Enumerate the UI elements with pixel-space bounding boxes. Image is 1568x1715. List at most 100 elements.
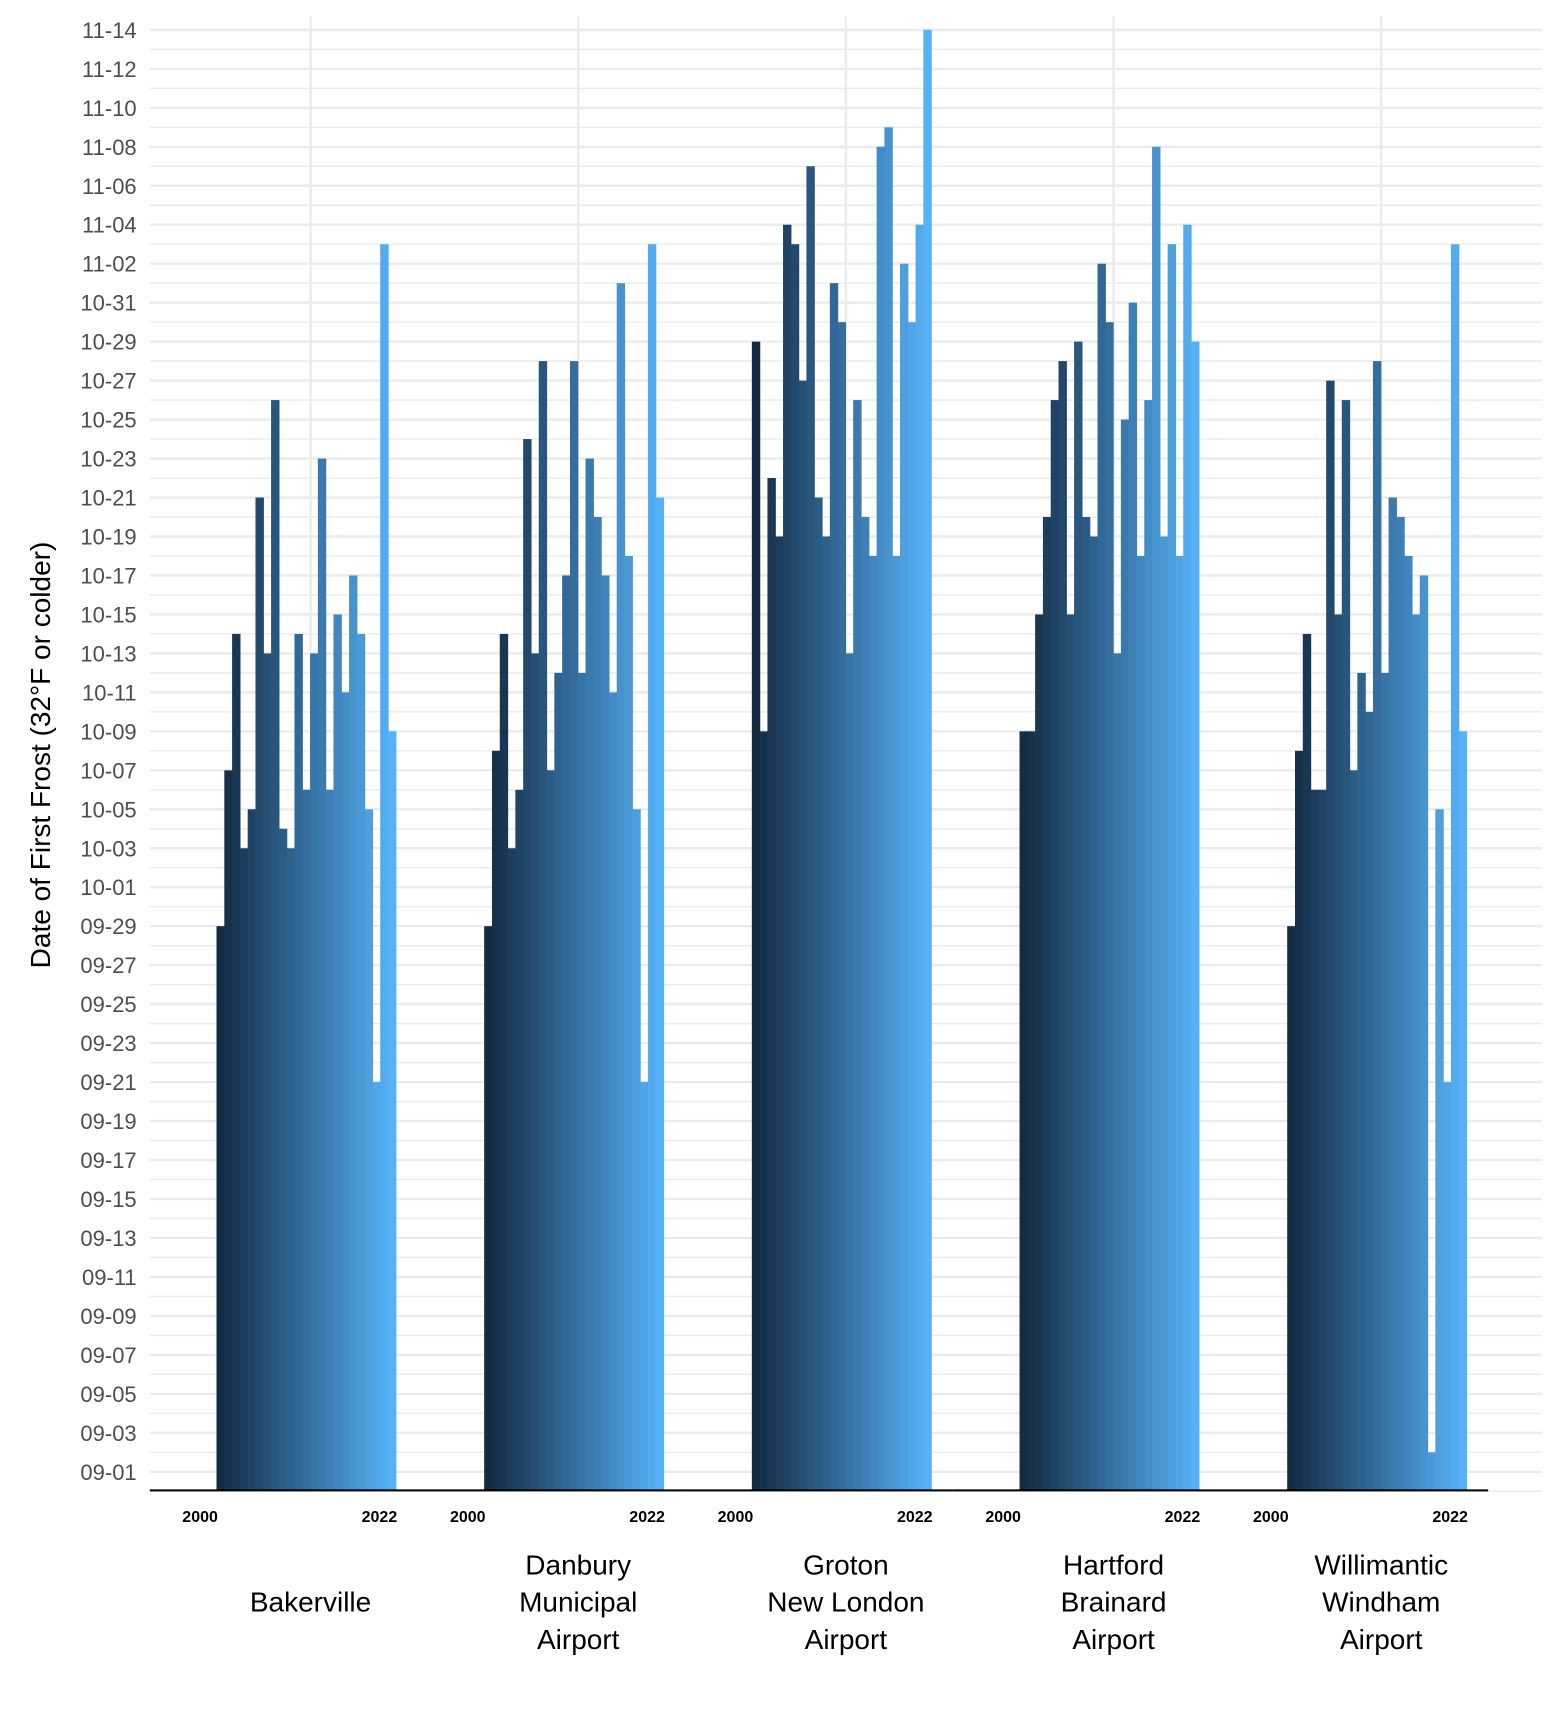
labels: 09-01 09-03 09-05 09-07 09-09 09-11 09-13 09-15… (80, 18, 1468, 1655)
bar (1287, 926, 1296, 1491)
bar (491, 750, 501, 1491)
panel-label: Airport (805, 1624, 888, 1655)
bar (546, 770, 555, 1491)
x-tick-label: 2022 (897, 1509, 933, 1526)
x-tick-label: 2000 (182, 1509, 218, 1526)
bar (562, 575, 571, 1491)
y-tick-label: 10-01 (80, 875, 136, 900)
bar (232, 633, 241, 1491)
bar (853, 400, 862, 1491)
bar (349, 575, 358, 1491)
panel-label: Hartford (1063, 1550, 1164, 1581)
bar (317, 458, 327, 1491)
bar (1066, 614, 1075, 1491)
y-tick-label: 09-17 (80, 1148, 136, 1173)
bar (1152, 146, 1161, 1491)
y-tick-label: 10-23 (80, 447, 136, 472)
bar (1035, 614, 1044, 1491)
bar (907, 322, 917, 1491)
bar (333, 614, 342, 1491)
bar (1372, 361, 1382, 1491)
bar (1074, 341, 1083, 1491)
bar (530, 653, 540, 1491)
bar (829, 283, 839, 1491)
x-tick-label: 2022 (1165, 1509, 1201, 1526)
bar (1175, 555, 1184, 1491)
bar (499, 633, 509, 1491)
bar (759, 731, 769, 1491)
bar (1136, 555, 1145, 1491)
bar (814, 497, 823, 1491)
bar (1333, 614, 1343, 1491)
y-tick-label: 11-04 (82, 213, 137, 238)
panel-label: Brainard (1061, 1587, 1167, 1618)
y-tick-label: 10-11 (82, 680, 137, 705)
y-tick-label: 11-08 (82, 135, 137, 160)
y-tick-label: 09-19 (80, 1109, 136, 1134)
bar (247, 809, 257, 1491)
bar (1128, 302, 1138, 1491)
bar (1357, 672, 1366, 1491)
bar (577, 672, 587, 1491)
bars (216, 29, 1468, 1491)
bar (1380, 672, 1390, 1491)
bar (294, 633, 303, 1491)
bar (1027, 731, 1036, 1491)
bar (310, 653, 319, 1491)
panel-label: Airport (537, 1624, 620, 1655)
panel-label: Airport (1340, 1624, 1423, 1655)
bar (263, 653, 272, 1491)
bar (1113, 653, 1122, 1491)
bar (647, 244, 657, 1491)
panel-label: Danbury (525, 1550, 631, 1581)
x-tick-label: 2022 (629, 1509, 665, 1526)
bar (1105, 322, 1114, 1491)
bar (837, 322, 847, 1491)
bar (1365, 711, 1374, 1491)
bar (1050, 400, 1060, 1491)
y-tick-label: 11-06 (82, 174, 137, 199)
bar (523, 439, 532, 1491)
bar (923, 29, 932, 1491)
bar (538, 361, 548, 1491)
bar (1450, 244, 1460, 1491)
bar (1089, 536, 1099, 1491)
x-tick-label: 2000 (985, 1509, 1021, 1526)
bar (364, 809, 374, 1491)
panel-label: Bakerville (250, 1587, 371, 1618)
y-tick-label: 09-09 (80, 1304, 136, 1329)
bar (585, 458, 594, 1491)
y-tick-label: 09-07 (80, 1343, 136, 1368)
bar (861, 517, 870, 1491)
y-tick-label: 09-05 (80, 1382, 136, 1407)
x-tick-label: 2000 (450, 1509, 486, 1526)
y-tick-label: 10-31 (80, 291, 136, 316)
bar (278, 828, 288, 1491)
bar (380, 244, 389, 1491)
y-tick-label: 09-29 (80, 914, 136, 939)
bar (1326, 380, 1335, 1491)
panel-label: Windham (1322, 1587, 1440, 1618)
bar (484, 926, 493, 1491)
bar (1349, 770, 1358, 1491)
bar (1435, 809, 1444, 1491)
bar (1183, 224, 1192, 1491)
bar (554, 672, 563, 1491)
x-tick-label: 2000 (1253, 1509, 1289, 1526)
y-tick-label: 10-03 (80, 836, 136, 861)
bar (216, 926, 225, 1491)
bar (356, 633, 366, 1491)
y-tick-label: 09-13 (80, 1226, 136, 1251)
y-tick-label: 10-15 (80, 602, 136, 627)
x-tick-label: 2000 (718, 1509, 754, 1526)
bar (507, 848, 516, 1491)
bar (1341, 400, 1351, 1491)
panel-label: New London (767, 1587, 924, 1618)
y-tick-label: 09-23 (80, 1031, 136, 1056)
bar (302, 789, 311, 1491)
bar (1318, 789, 1327, 1491)
bar (1120, 419, 1130, 1491)
bar (798, 380, 808, 1491)
bar (806, 166, 815, 1491)
